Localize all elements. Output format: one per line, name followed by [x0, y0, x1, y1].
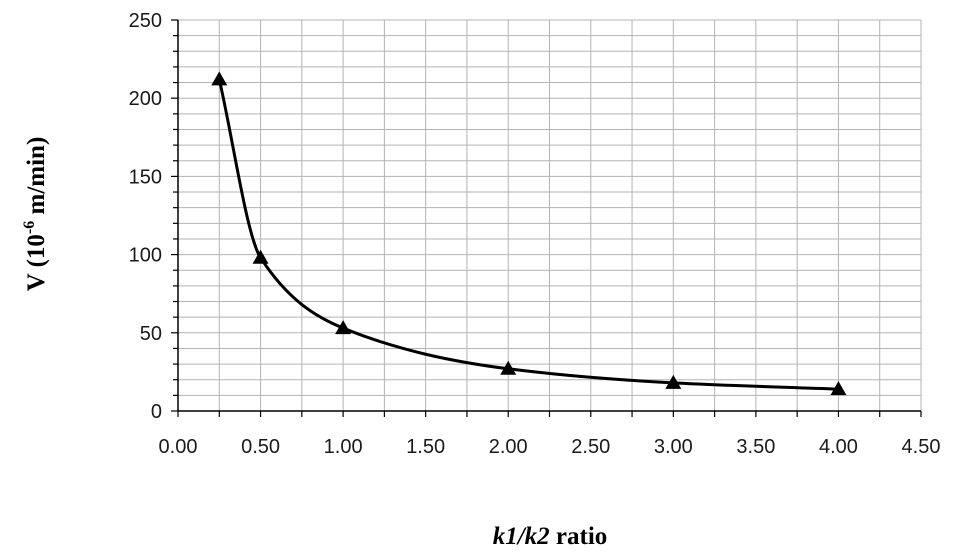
- y-tick-labels: 0 50 100 150 200 250: [129, 10, 162, 423]
- x-tick-label: 3.50: [736, 436, 775, 458]
- series-line: [217, 79, 839, 391]
- x-tick-label: 0.00: [159, 436, 198, 458]
- x-tick-label: 2.50: [571, 436, 610, 458]
- x-tick-labels: 0.00 0.50 1.00 1.50 2.00 2.50 3.00 3.50 4.00 4.50: [159, 436, 941, 458]
- y-tick-label: 200: [129, 88, 162, 110]
- y-tick-label: 150: [129, 166, 162, 188]
- data-point-marker: [500, 360, 517, 375]
- y-axis-title: V (10-6 m/min): [21, 137, 50, 292]
- y-tick-label: 250: [129, 10, 162, 32]
- x-tick-label: 2.00: [489, 436, 528, 458]
- x-tick-label: 1.00: [324, 436, 363, 458]
- x-axis-title: k1/k2 ratio: [493, 523, 608, 550]
- y-tick-label: 0: [151, 401, 162, 423]
- tick-marks: [171, 19, 922, 417]
- x-axis-title-plain: ratio: [550, 523, 608, 550]
- y-tick-label: 50: [140, 323, 162, 345]
- data-point-marker: [830, 381, 847, 396]
- grid-lines: [178, 19, 922, 411]
- y-axis-title-suffix: m/min): [23, 137, 50, 221]
- x-tick-label: 3.00: [654, 436, 693, 458]
- y-axis-title-prefix: V (10: [23, 234, 50, 291]
- data-point-marker: [665, 374, 682, 389]
- x-tick-label: 1.50: [406, 436, 445, 458]
- series-markers: [211, 71, 847, 396]
- x-tick-label: 0.50: [241, 436, 280, 458]
- x-tick-label: 4.00: [819, 436, 858, 458]
- data-point-marker: [252, 249, 269, 264]
- data-point-marker: [211, 71, 228, 86]
- y-axis-title-superscript: -6: [21, 221, 38, 234]
- y-tick-label: 100: [129, 245, 162, 267]
- x-axis-title-italic: k1/k2: [493, 523, 550, 550]
- x-tick-label: 4.50: [902, 436, 941, 458]
- data-point-marker: [335, 320, 352, 335]
